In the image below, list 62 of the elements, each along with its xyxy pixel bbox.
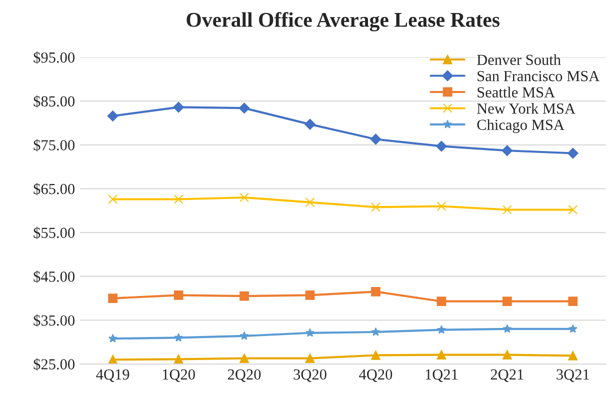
point [240, 331, 249, 340]
point [173, 102, 184, 113]
point [108, 354, 118, 364]
legend-label: San Francisco MSA [478, 70, 600, 82]
y-tick-label: $65.00 [34, 182, 75, 196]
legend-label: Seattle MSA [478, 86, 555, 98]
point [370, 134, 382, 145]
point [107, 110, 118, 122]
point [174, 290, 184, 300]
point [371, 202, 380, 212]
y-tick-label: $45.00 [34, 270, 75, 283]
point [305, 290, 315, 300]
point [568, 296, 578, 306]
x-tick-label: 2Q21 [490, 369, 524, 382]
x-tick-label: 4Q19 [96, 369, 130, 382]
x-tick-label: 3Q21 [556, 369, 589, 382]
point [568, 350, 578, 360]
point [240, 354, 249, 363]
point [305, 354, 315, 363]
point [502, 324, 512, 333]
x-tick-label: 3Q20 [294, 369, 326, 382]
point [567, 148, 578, 159]
point [568, 324, 578, 333]
point [238, 102, 250, 114]
y-tick-label: $95.00 [34, 52, 75, 64]
point [502, 296, 512, 306]
point [568, 205, 578, 214]
point [436, 350, 446, 360]
y-tick-label: $25.00 [34, 358, 75, 370]
point [502, 350, 512, 360]
y-tick-label: $35.00 [34, 314, 75, 327]
point [436, 202, 446, 211]
y-tick-label: $85.00 [34, 95, 75, 108]
x-tick-label: 4Q20 [359, 369, 392, 382]
point [436, 296, 446, 306]
point [371, 287, 380, 296]
legend-label: Chicago MSA [477, 119, 564, 134]
legend-label: New York MSA [477, 102, 576, 114]
point [108, 194, 118, 204]
point [371, 350, 380, 360]
legend-label: Denver South [477, 54, 561, 66]
point [502, 145, 513, 156]
x-tick-label: 2Q20 [228, 369, 261, 382]
point [306, 328, 314, 337]
point [174, 354, 184, 364]
point [436, 140, 447, 152]
point [240, 291, 249, 301]
point [371, 327, 380, 336]
x-tick-label: 1Q20 [162, 369, 195, 382]
point [174, 194, 184, 204]
point [304, 118, 316, 130]
chart-title: Overall Office Average Lease Rates [186, 12, 500, 32]
point [240, 192, 249, 202]
point [305, 198, 315, 207]
point [174, 333, 184, 342]
point [108, 294, 118, 303]
y-tick-label: $55.00 [34, 226, 75, 240]
point [502, 205, 512, 214]
y-tick-label: $75.00 [34, 139, 75, 152]
point [108, 334, 118, 342]
point [436, 325, 446, 334]
x-tick-label: 1Q21 [426, 369, 458, 382]
